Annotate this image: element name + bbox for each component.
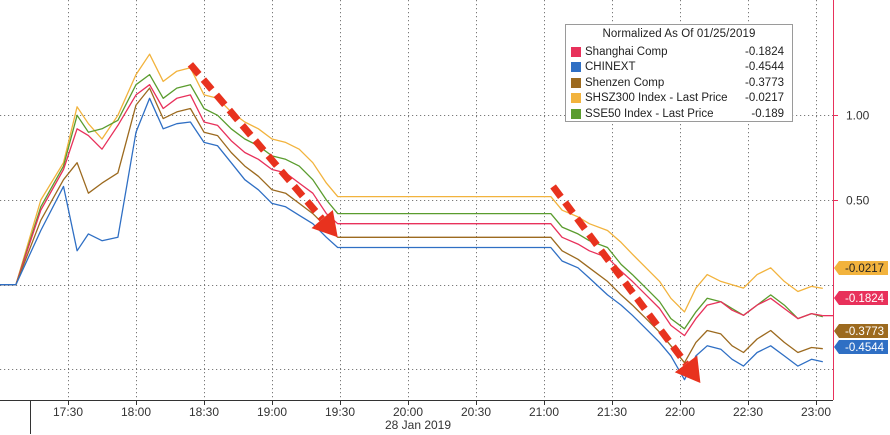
last-value-tag-text: -0.4544 [845,342,885,354]
last-value-tag: -0.3773 [834,324,888,338]
x-tick-label: 22:00 [665,405,695,419]
last-value-tag: -0.0217 [834,261,888,275]
last-value-tag-text: -0.3773 [845,326,884,338]
legend-item-sse50: SSE50 Index - Last Price -0.189 [566,106,792,122]
legend-series-name: SSE50 Index - Last Price [585,107,714,120]
x-tick-label: 23:00 [801,405,831,419]
legend-series-value: -0.3773 [744,76,784,89]
series-line [0,73,823,330]
legend-series-value: -0.189 [751,107,784,120]
legend: Normalized As Of 01/25/2019 Shanghai Com… [565,24,793,122]
annotation-arrow-head [674,355,701,384]
legend-series-name: SHSZ300 Index - Last Price [585,92,728,105]
legend-swatch [571,62,581,73]
x-tick-label: 22:30 [733,405,763,419]
annotation-arrow-shaft [187,62,325,222]
legend-item-shsz300: SHSZ300 Index - Last Price -0.0217 [566,91,792,107]
annotation-arrow-head [311,209,338,238]
x-tick-label: 21:30 [597,405,627,419]
x-tick-label: 20:30 [461,405,491,419]
legend-item-shenzen-comp: Shenzen Comp -0.3773 [566,75,792,91]
legend-swatch [571,93,581,104]
x-tick-label: 18:30 [189,405,219,419]
series-line [0,53,823,313]
x-tick-label: 19:00 [257,405,287,419]
series-line [0,97,823,381]
axis-ticks: 17:30 18:00 18:30 19:00 19:30 20:00 20:30 21:00… [30,109,870,434]
last-value-tag-box [834,291,888,305]
x-axis-label: 28 Jan 2019 [385,418,451,432]
last-value-tag-text: -0.0217 [845,263,884,275]
legend-series-name: Shanghai Comp [585,45,668,58]
legend-item-chinext: CHINEXT -0.4544 [566,60,792,76]
x-tick-label: 17:30 [53,405,83,419]
legend-series-name: Shenzen Comp [585,76,665,89]
legend-item-shanghai-comp: Shanghai Comp -0.1824 [566,44,792,60]
legend-series-value: -0.1824 [744,45,784,58]
last-value-tag: -0.1824 [834,291,888,305]
last-value-tag-box [834,340,888,354]
last-value-tag-box [834,324,888,338]
x-tick-label: 18:00 [121,405,151,419]
legend-series-value: -0.4544 [744,61,784,74]
last-value-tag-box [834,261,888,275]
last-value-tag-text: -0.1824 [845,293,885,305]
legend-title: Normalized As Of 01/25/2019 [602,28,756,40]
legend-series-name: CHINEXT [585,61,636,74]
annotation-arrows [187,62,701,384]
legend-swatch [571,77,581,88]
last-value-tag: -0.4544 [834,340,888,354]
y-tick-label: 0.50 [846,194,870,208]
legend-series-value: -0.0217 [744,92,784,105]
x-tick-label: 20:00 [393,405,423,419]
legend-swatch [571,46,581,57]
x-tick-label: 21:00 [529,405,559,419]
x-tick-label: 19:30 [325,405,355,419]
grid [0,0,833,400]
annotation-arrow-shaft [550,184,689,366]
legend-swatch [571,108,581,119]
last-value-tags: -0.0217 -0.1824 -0.3773 -0.4544 [834,261,888,354]
y-tick-label: 1.00 [846,109,870,123]
